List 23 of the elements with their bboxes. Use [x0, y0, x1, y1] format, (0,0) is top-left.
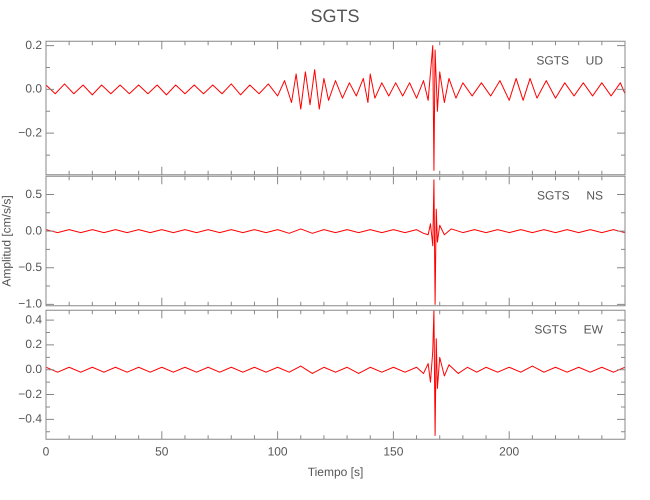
y-tick-label: −0.5: [18, 260, 42, 274]
y-tick-label: 0.0: [25, 223, 42, 238]
x-axis-title: Tiempo [s]: [308, 465, 364, 480]
x-tick-label: 100: [268, 444, 288, 459]
y-tick-label: 0.0: [25, 362, 42, 376]
y-tick-label: −0.2: [18, 386, 42, 401]
y-tick-label: 0.5: [25, 186, 42, 201]
annotation: SGTS UD: [536, 54, 604, 68]
x-tick-label: 50: [155, 444, 169, 459]
x-tick-label: 0: [42, 444, 50, 459]
y-tick-label: 0.2: [25, 38, 42, 52]
annotation: SGTS EW: [534, 322, 604, 337]
y-tick-label: −0.2: [18, 126, 42, 140]
y-axis-title: Amplitud [cm/s/s]: [0, 195, 14, 287]
y-tick-label: 0.4: [25, 312, 42, 326]
y-tick-label: −0.4: [18, 412, 42, 426]
chart-title: SGTS: [309, 6, 360, 27]
annotation: SGTS NS: [536, 188, 603, 203]
x-tick-label: 150: [383, 444, 404, 459]
y-tick-label: 0.2: [25, 337, 42, 352]
y-tick-label: −1.0: [18, 296, 42, 311]
y-tick-label: 0.0: [25, 82, 42, 96]
x-tick-label: 200: [499, 444, 520, 459]
